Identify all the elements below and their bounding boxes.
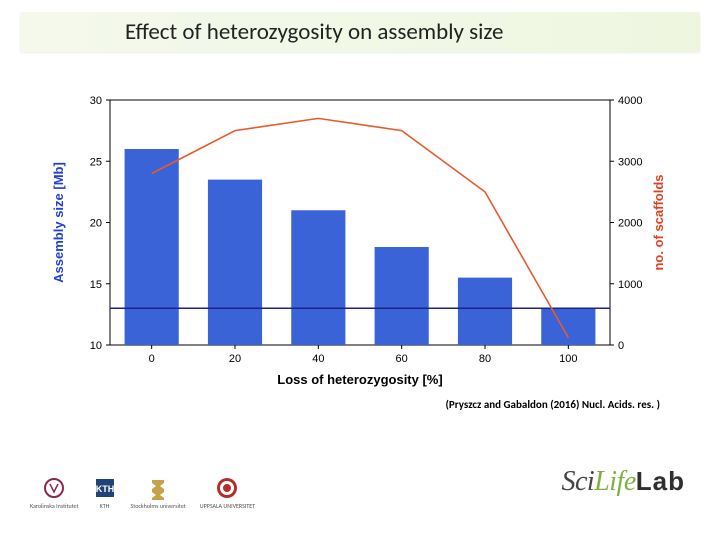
bar [291,210,345,345]
yleft-tick: 25 [90,156,102,168]
yleft-tick: 10 [90,340,102,352]
yleft-tick: 15 [90,279,102,291]
bar [208,180,262,345]
logo-uppsala: UPPSALA UNIVERSITET [200,476,255,510]
x-tick: 40 [312,353,324,365]
logo-label: UPPSALA UNIVERSITET [200,502,255,510]
scilifelab-logo: SciLifeLab [561,466,685,498]
partner-logos: Karolinska Institutet KTH KTH Stockholms un… [30,476,255,510]
yright-tick: 1000 [618,279,642,291]
slide-title: Effect of heterozygosity on assembly siz… [20,18,503,46]
logo-karolinska: Karolinska Institutet [30,476,79,510]
yleft-axis-label: Assembly size [Mb] [51,162,66,283]
yright-tick: 3000 [618,156,642,168]
yright-tick: 4000 [618,95,642,107]
bar [458,278,512,345]
karolinska-icon [42,476,66,500]
title-band: Effect of heterozygosity on assembly siz… [20,12,700,52]
bar [541,308,595,345]
citation-text: (Pryszcz and Gabaldon (2016) Nucl. Acids… [446,398,661,411]
brand-sci: Sci [561,466,594,497]
uppsala-icon [215,476,239,500]
yleft-tick: 20 [90,218,102,230]
kth-icon: KTH [93,476,117,500]
dual-axis-chart: 10 15 20 25 30 0 1000 2000 3000 4000 0 20 40 60 80 100 L… [45,90,675,390]
brand-life: Life [594,466,636,497]
yright-tick: 2000 [618,218,642,230]
brand-lab: Lab [636,466,685,496]
yleft-tick: 30 [90,95,102,107]
su-icon [146,476,170,500]
logo-label: Stockholms universitet [131,502,186,510]
logo-su: Stockholms universitet [131,476,186,510]
bar [125,149,179,345]
svg-text:KTH: KTH [95,484,114,494]
x-tick: 80 [479,353,491,365]
x-tick: 0 [149,353,155,365]
chart-container: 10 15 20 25 30 0 1000 2000 3000 4000 0 20 40 60 80 100 L… [45,90,675,390]
yright-tick: 0 [618,340,624,352]
logo-label: Karolinska Institutet [30,502,79,510]
x-tick: 20 [229,353,241,365]
x-tick: 100 [559,353,577,365]
yright-axis-label: no. of scaffolds [651,174,666,270]
bar [375,247,429,345]
logo-label: KTH [100,502,110,510]
footer: Karolinska Institutet KTH KTH Stockholms un… [0,450,720,540]
x-axis-label: Loss of heterozygosity [%] [277,372,442,387]
x-tick: 60 [396,353,408,365]
logo-kth: KTH KTH [93,476,117,510]
